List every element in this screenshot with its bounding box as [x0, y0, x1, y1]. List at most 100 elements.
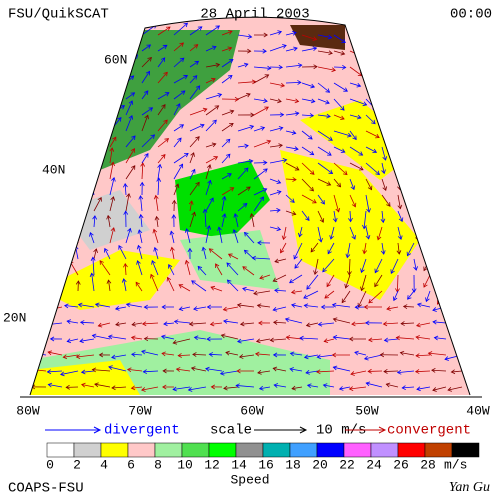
wind-arrow	[413, 146, 417, 161]
wind-arrow-head	[229, 109, 235, 115]
wind-arrow-head	[228, 59, 234, 64]
wind-arrow	[413, 50, 423, 58]
wind-arrow	[345, 274, 351, 288]
wind-arrow-head	[187, 247, 193, 253]
wind-region	[280, 150, 420, 300]
wind-arrow	[30, 386, 31, 390]
wind-arrow	[377, 226, 383, 240]
wind-arrow-head	[136, 260, 141, 265]
wind-arrow-head	[121, 278, 127, 283]
wind-arrow	[173, 164, 183, 180]
wind-arrow	[301, 194, 317, 204]
wind-arrow-head	[141, 387, 146, 392]
wind-arrow	[95, 303, 111, 308]
wind-arrow	[125, 40, 140, 52]
wind-arrow-head	[280, 248, 285, 254]
colorbar-swatch	[397, 442, 426, 458]
wind-arrow	[153, 229, 159, 244]
wind-arrow-head	[235, 383, 240, 389]
wind-arrow-head	[168, 263, 173, 269]
wind-arrow-head	[164, 138, 170, 143]
wind-arrow-head	[184, 259, 190, 265]
wind-arrow-head	[427, 351, 433, 356]
wind-arrow	[74, 209, 79, 228]
wind-arrow-head	[130, 385, 136, 391]
wind-region	[175, 160, 270, 240]
wind-arrow-head	[351, 234, 356, 240]
wind-arrow	[111, 354, 127, 358]
wind-arrow	[108, 280, 111, 292]
wind-arrow	[210, 322, 223, 325]
wind-arrow-head	[350, 371, 355, 376]
colorbar-label: 2	[73, 457, 81, 472]
wind-arrow-head	[451, 56, 457, 62]
wind-arrow-head	[35, 23, 40, 28]
wind-arrow-head	[38, 58, 44, 63]
wind-arrow-head	[128, 100, 134, 105]
wind-arrow-head	[138, 195, 144, 200]
wind-arrow-head	[360, 286, 365, 292]
wind-arrow	[317, 66, 336, 71]
wind-arrow-head	[126, 193, 131, 198]
wind-arrow	[301, 114, 314, 117]
wind-arrow	[30, 231, 31, 244]
wind-arrow	[256, 338, 271, 342]
wind-arrow	[111, 386, 127, 389]
wind-arrow	[205, 93, 222, 100]
wind-arrow	[77, 104, 81, 116]
wind-arrow	[189, 182, 200, 196]
wind-arrow	[45, 201, 49, 212]
wind-arrow	[285, 210, 296, 215]
wind-arrow	[301, 146, 314, 155]
wind-arrow	[435, 274, 447, 290]
wind-arrow-head	[227, 75, 233, 80]
wind-arrow	[205, 368, 223, 372]
wind-arrow-head	[293, 46, 298, 52]
wind-arrow	[317, 130, 333, 141]
wind-arrow	[61, 41, 68, 52]
wind-arrow-head	[160, 334, 166, 340]
wind-arrow-head	[278, 64, 284, 70]
wind-arrow-head	[303, 294, 308, 299]
wind-arrow-head	[274, 258, 279, 264]
wind-arrow	[45, 58, 55, 68]
wind-arrow	[157, 178, 160, 196]
wind-arrow-head	[89, 181, 95, 187]
wind-arrow-head	[86, 41, 91, 46]
wind-arrow-head	[443, 172, 449, 177]
wind-arrow-head	[351, 202, 357, 208]
wind-arrow	[349, 178, 355, 190]
wind-arrow	[461, 34, 470, 46]
wind-arrow-head	[259, 196, 264, 201]
wind-arrow	[189, 212, 196, 228]
wind-arrow-head	[402, 304, 408, 310]
wind-arrow	[140, 214, 143, 228]
wind-arrow	[89, 232, 95, 244]
wind-arrow-head	[292, 30, 297, 36]
wind-arrow	[381, 210, 384, 223]
wind-arrow	[445, 226, 449, 241]
wind-arrow	[189, 44, 198, 52]
wind-arrow-head	[382, 321, 388, 327]
wind-arrow-head	[306, 383, 312, 389]
wind-arrow	[269, 98, 282, 103]
wind-arrow	[431, 369, 447, 372]
colorbar-swatch	[46, 442, 75, 458]
wind-arrow-head	[318, 237, 323, 243]
wind-arrow	[138, 229, 143, 244]
wind-arrow-head	[406, 251, 412, 257]
wind-arrow-head	[114, 91, 119, 96]
wind-arrow-head	[197, 26, 203, 31]
wind-arrow-head	[454, 90, 459, 95]
wind-arrow-head	[161, 153, 166, 159]
wind-arrow	[381, 146, 386, 161]
wind-arrow-head	[408, 101, 414, 107]
wind-arrow-head	[58, 231, 63, 236]
wind-arrow-head	[374, 268, 379, 274]
wind-arrow-head	[209, 321, 215, 327]
wind-arrow	[253, 168, 268, 180]
title-date: 28 April 2003	[200, 7, 309, 23]
wind-arrow-head	[135, 40, 140, 45]
wind-arrow-head	[415, 353, 420, 359]
wind-arrow	[81, 384, 95, 388]
